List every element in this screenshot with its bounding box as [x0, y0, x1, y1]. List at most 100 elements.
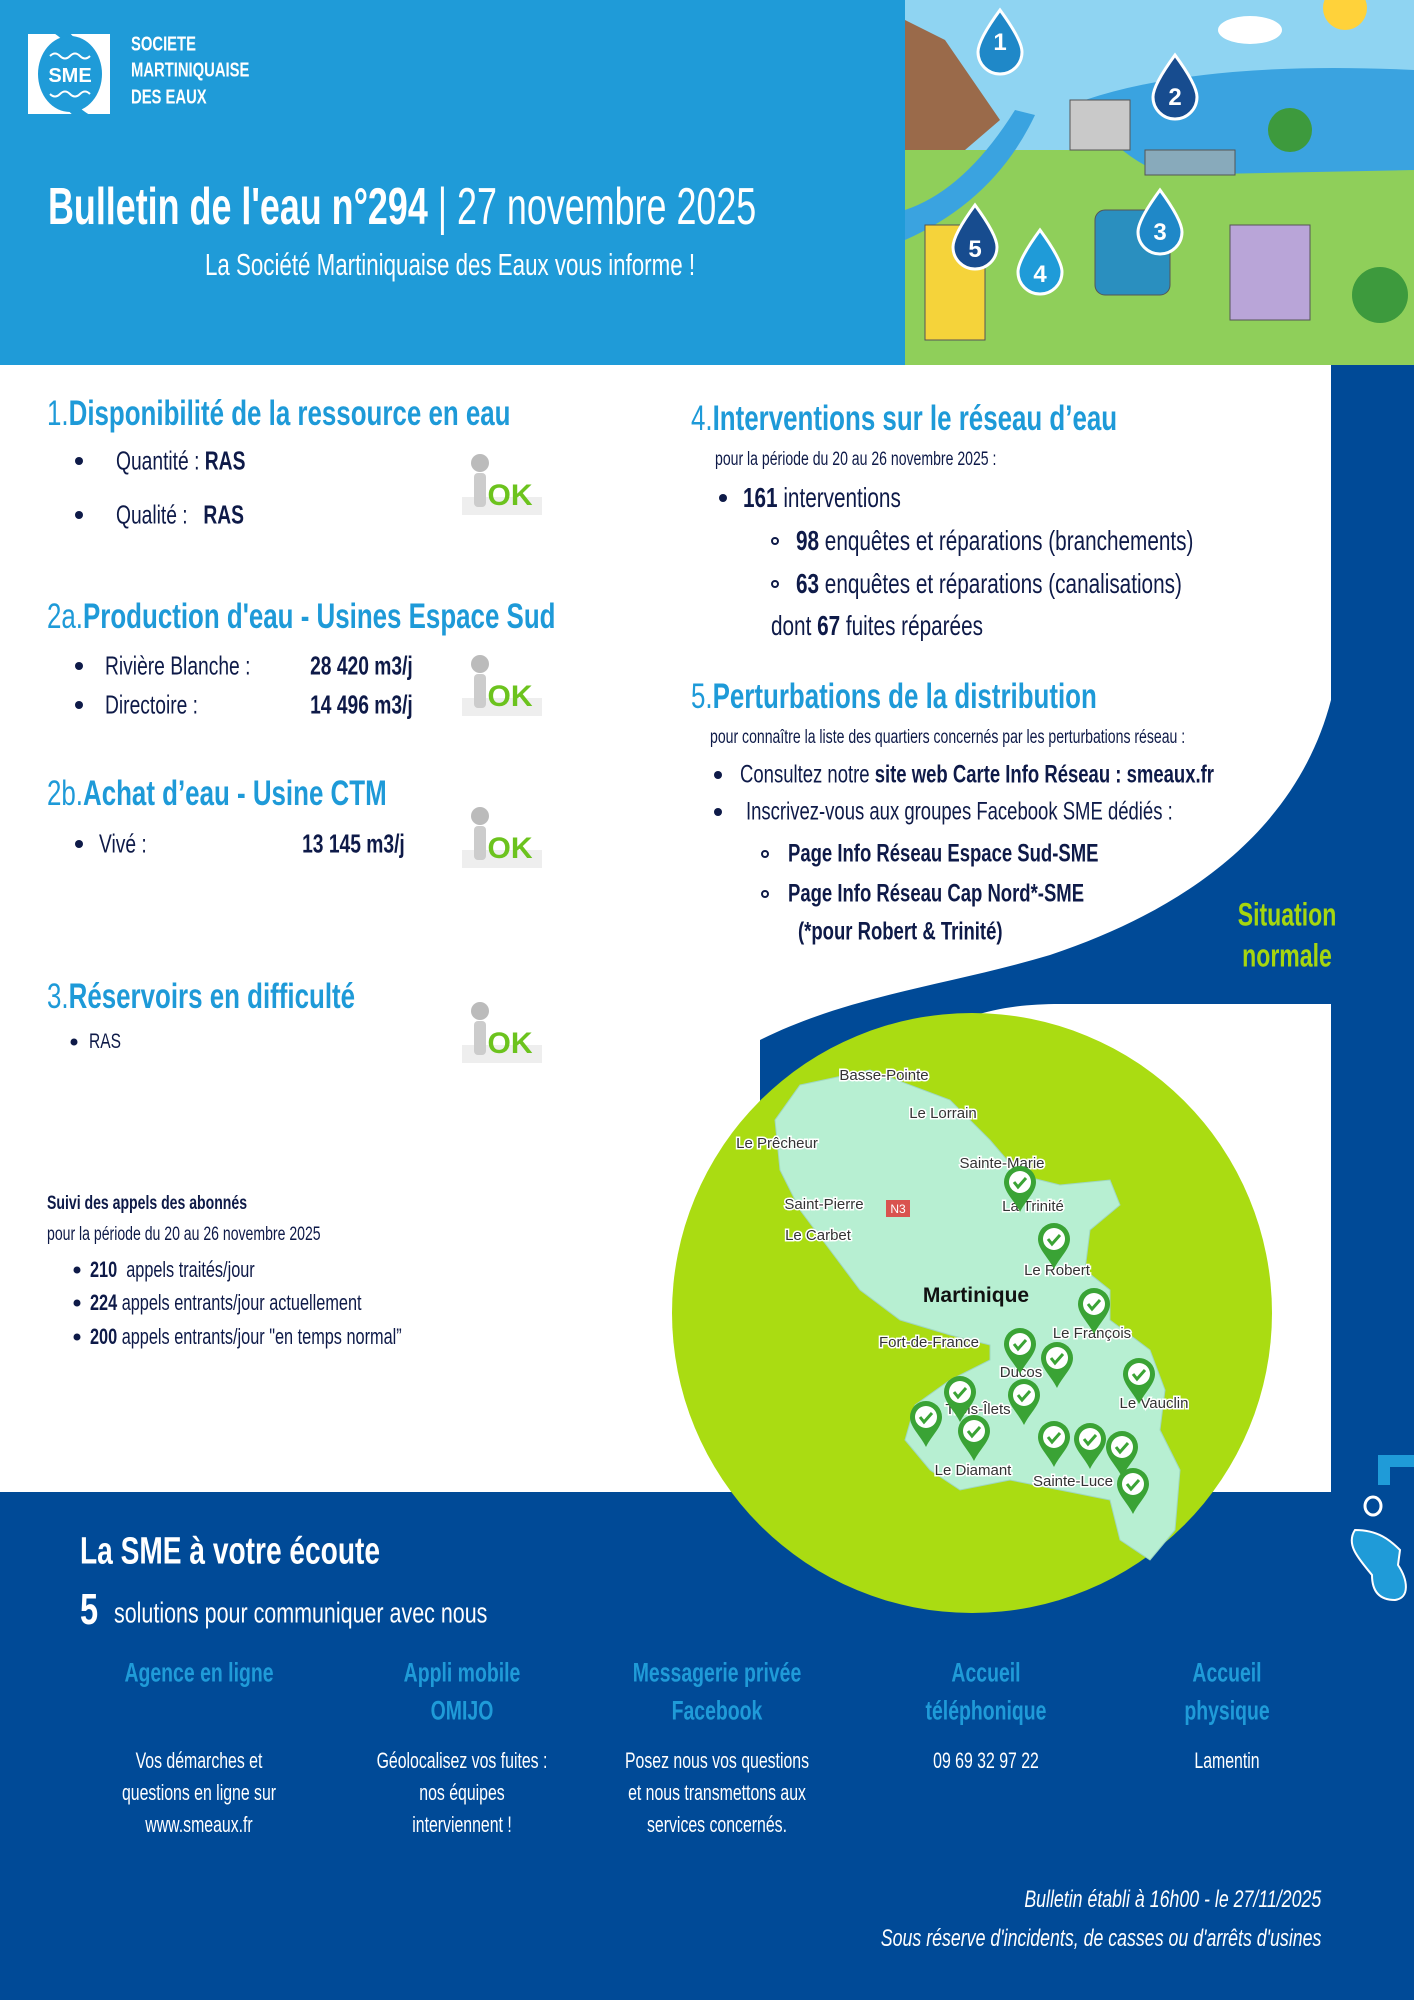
check-pin-icon[interactable]	[1117, 1468, 1149, 1514]
check-pin-icon[interactable]	[1106, 1431, 1138, 1477]
check-pin-icon[interactable]	[958, 1415, 990, 1461]
contact-channel-heading: Agence en ligne	[124, 1657, 274, 1688]
section-4-title: 4.Interventions sur le réseau d’eau	[691, 399, 1118, 438]
calls-title: Suivi des appels des abonnés	[47, 1193, 248, 1214]
ok-status-icon: OK	[462, 1002, 542, 1063]
svg-text:3: 3	[1153, 219, 1166, 246]
check-pin-icon[interactable]	[910, 1401, 942, 1447]
contact-channel-heading: Facebook	[671, 1695, 763, 1726]
section-2a-title: 2a.Production d'eau - Usines Espace Sud	[47, 597, 556, 636]
contact-channel-heading: Accueil	[1192, 1657, 1262, 1688]
svg-text:OK: OK	[488, 832, 533, 865]
svg-text:1: 1	[993, 29, 1006, 56]
reservoir-status: RAS	[89, 1030, 121, 1053]
contact-channel-text: Vos démarches et	[135, 1748, 263, 1773]
contact-channel-text: interviennent !	[412, 1812, 512, 1837]
facebook-page-north[interactable]: Page Info Réseau Cap Nord*-SME	[788, 879, 1085, 908]
sub-bullet	[761, 890, 769, 898]
check-pin-icon[interactable]	[1038, 1421, 1070, 1467]
section-1-title: 1.Disponibilité de la ressource en eau	[47, 394, 511, 433]
bullet	[75, 662, 83, 670]
title-number: Bulletin de l'eau n°294	[48, 178, 428, 236]
ok-status-icon: OK	[462, 454, 542, 515]
map-place-label: Le Prêcheur	[736, 1135, 818, 1152]
sme-logo: SME	[28, 26, 110, 122]
facebook-item: Inscrivez-vous aux groupes Facebook SME …	[746, 797, 1173, 826]
bullet	[75, 701, 83, 709]
contact-channel-heading: Appli mobile	[403, 1657, 521, 1688]
check-pin-icon[interactable]	[1041, 1342, 1073, 1388]
facebook-note: (*pour Robert & Trinité)	[798, 917, 1003, 946]
ok-status-icon: OK	[462, 655, 542, 716]
map-place-label: La Trinité	[1002, 1198, 1064, 1215]
contact-channel-heading: OMIJO	[430, 1695, 494, 1726]
check-pin-icon[interactable]	[944, 1376, 976, 1422]
contact-channel-text: nos équipes	[419, 1780, 505, 1805]
svg-text:OK: OK	[488, 479, 533, 512]
quantity-item: Quantité : RAS	[116, 445, 246, 476]
title-date: | 27 novembre 2025	[427, 178, 757, 236]
map-place-label: Ducos	[1000, 1364, 1043, 1381]
check-pin-icon[interactable]	[1008, 1379, 1040, 1425]
calls-item: 210 appels traités/jour	[90, 1257, 255, 1282]
check-pin-icon[interactable]	[1078, 1288, 1110, 1334]
section-3-title: 3.Réservoirs en difficulté	[47, 977, 356, 1016]
website-link[interactable]: site web Carte Info Réseau : smeaux.fr	[874, 760, 1214, 789]
check-pin-icon[interactable]	[1004, 1166, 1036, 1212]
bulletin-subtitle: La Société Martiniquaise des Eaux vous i…	[204, 247, 696, 282]
sub-bullet	[761, 850, 769, 858]
disruptions-intro: pour connaître la liste des quartiers co…	[710, 727, 1186, 748]
org-name-line: MARTINIQUAISE	[131, 59, 250, 82]
contact-channel-text: Posez nous vos questions	[624, 1748, 810, 1773]
map-place-label: Le Lorrain	[909, 1105, 977, 1122]
check-pin-icon[interactable]	[1123, 1358, 1155, 1404]
road-badge	[886, 1200, 910, 1217]
contact-channel-text: Lamentin	[1194, 1748, 1260, 1773]
plant-value: 13 145 m3/j	[302, 828, 405, 859]
svg-text:4: 4	[1033, 261, 1047, 288]
header-banner: SME SOCIETE MARTINIQUAISE DES EAUX Bulle…	[0, 0, 1414, 365]
map-place-label: Sainte-Luce	[1033, 1473, 1113, 1490]
map-place-label: Le François	[1053, 1325, 1131, 1342]
contact-channel-text: 09 69 32 97 22	[933, 1748, 1039, 1773]
ok-status-icon: OK	[462, 807, 542, 868]
facebook-page-south[interactable]: Page Info Réseau Espace Sud-SME	[788, 839, 1099, 868]
road-badge-label: N3	[890, 1202, 906, 1216]
plant-label: Directoire :	[105, 689, 199, 720]
org-name-line: DES EAUX	[131, 86, 207, 109]
website-item: Consultez notre site web Carte Info Rése…	[740, 760, 1214, 789]
interventions-pipes: 63 enquêtes et réparations (canalisation…	[796, 568, 1182, 599]
map-place-label: Saint-Pierre	[784, 1196, 863, 1213]
section-2b-title: 2b.Achat d’eau - Usine CTM	[47, 774, 387, 813]
svg-text:2: 2	[1168, 84, 1181, 111]
contact-channel-text: www.smeaux.fr	[145, 1812, 253, 1837]
calls-item: 224 appels entrants/jour actuellement	[90, 1290, 362, 1315]
plant-label: Vivé :	[99, 828, 147, 859]
sme-mini-logo	[1350, 1455, 1414, 1602]
solutions-count: 5	[80, 1585, 99, 1634]
bullet	[75, 511, 83, 519]
bullet	[714, 771, 722, 779]
footer-contact: La SME à votre écoute 5 solutions pour c…	[0, 1492, 1414, 2000]
contact-channel-heading: Accueil	[951, 1657, 1021, 1688]
check-pin-icon[interactable]	[1004, 1328, 1036, 1374]
svg-text:SME: SME	[48, 65, 91, 87]
calls-item: 200 appels entrants/jour "en temps norma…	[90, 1324, 402, 1349]
map-place-label: Basse-Pointe	[839, 1067, 928, 1084]
bullet	[75, 840, 83, 848]
water-cycle-illustration: 1 2 3 4 5	[905, 0, 1414, 365]
svg-text:OK: OK	[488, 1027, 533, 1060]
situation-status: Situation	[1237, 896, 1337, 933]
bullet	[73, 1266, 81, 1274]
contact-channel-heading: Messagerie privée	[632, 1657, 802, 1688]
situation-status: normale	[1242, 937, 1332, 974]
map-place-label: Fort-de-France	[879, 1334, 979, 1351]
check-pin-icon[interactable]	[1038, 1223, 1070, 1269]
svg-text:5: 5	[968, 236, 981, 263]
bullet	[75, 457, 83, 465]
leaks-repaired: dont 67 fuites réparées	[771, 610, 983, 641]
footer-title: La SME à votre écoute	[80, 1530, 381, 1573]
check-pin-icon[interactable]	[1074, 1423, 1106, 1469]
